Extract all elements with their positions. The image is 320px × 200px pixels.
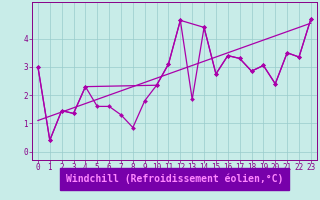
X-axis label: Windchill (Refroidissement éolien,°C): Windchill (Refroidissement éolien,°C): [66, 174, 283, 184]
